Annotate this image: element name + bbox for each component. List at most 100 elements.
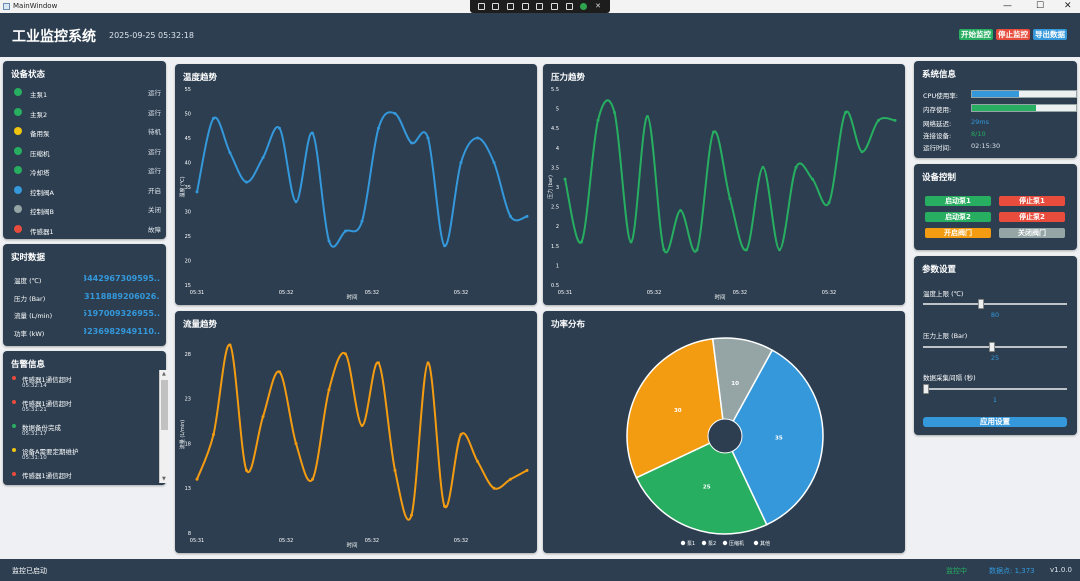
scroll-up-icon[interactable]: ▲	[162, 371, 166, 377]
y-tick-label: 25	[185, 234, 191, 240]
temp-limit-label: 温度上限 (℃)	[923, 290, 964, 298]
apply-settings-button[interactable]: 应用设置	[923, 417, 1067, 427]
device-state: 待机	[148, 128, 161, 136]
export-data-button[interactable]: 导出数据	[1033, 29, 1067, 40]
temp-limit-slider[interactable]	[923, 299, 1067, 309]
metric-label: 压力 (Bar)	[14, 294, 46, 303]
start-monitor-button[interactable]: 开始监控	[959, 29, 993, 40]
window-icon[interactable]	[507, 3, 515, 10]
device-row: 压缩机 运行	[3, 145, 169, 158]
chart-title: 压力趋势	[551, 73, 586, 83]
device-control-button[interactable]: 停止泵2	[999, 212, 1065, 222]
y-tick-label: 3	[556, 185, 559, 191]
x-tick-label: 05:31	[558, 290, 572, 296]
data-point	[228, 343, 232, 347]
alert-time: 05:31:21	[22, 407, 47, 413]
y-tick-label: 5	[556, 107, 559, 113]
device-control-button[interactable]: 启动泵2	[925, 212, 991, 222]
device-row: 冷却塔 运行	[3, 164, 169, 177]
slider-handle[interactable]	[989, 342, 996, 352]
data-point	[443, 504, 446, 508]
device-state: 运行	[148, 89, 161, 97]
y-tick-label: 2.5	[551, 205, 559, 211]
tree-icon[interactable]	[551, 3, 559, 10]
version-label: v1.0.0	[1050, 566, 1072, 574]
device-name: 传感器1	[30, 227, 54, 236]
close-button[interactable]: ✕	[1064, 1, 1072, 11]
legend-label: 压缩机	[729, 540, 744, 547]
alert-list[interactable]	[7, 370, 159, 483]
y-tick-label: 40	[185, 161, 191, 167]
scrollbar-thumb[interactable]	[161, 380, 168, 430]
data-point	[662, 248, 666, 252]
device-state: 运行	[148, 108, 161, 117]
interval-label: 数据采集间隔 (秒)	[923, 374, 976, 382]
x-tick-label: 05:32	[647, 290, 661, 296]
pressure-limit-value: 25	[990, 354, 1000, 362]
data-point	[228, 151, 232, 155]
memory-label: 内存使用:	[923, 106, 952, 114]
status-bar: 监控已启动 监控中 数据点: 1,373 v1.0.0	[0, 559, 1080, 581]
alert-time: 05:32:14	[22, 383, 47, 389]
alert-time: 05:31:10	[22, 455, 47, 461]
realtime-data-panel: 实时数据 温度 (℃) ..3442967309595 压力 (Bar) .31188…	[3, 244, 166, 346]
data-point	[278, 126, 281, 130]
y-tick-label: 0.5	[551, 283, 559, 289]
select-icon[interactable]	[477, 3, 485, 10]
x-axis-label: 时间	[714, 293, 725, 301]
x-tick-label: 05:32	[454, 290, 468, 296]
y-tick-label: 28	[185, 352, 191, 358]
slider-handle[interactable]	[923, 384, 929, 394]
data-point	[728, 197, 732, 201]
data-point	[360, 219, 364, 223]
cpu-progress-bar	[971, 90, 1077, 98]
region-icon[interactable]	[521, 3, 529, 10]
x-tick-label: 05:32	[365, 538, 379, 544]
pressure-limit-slider[interactable]	[923, 342, 1067, 352]
device-control-button[interactable]: 启动泵1	[925, 196, 991, 206]
data-point	[712, 130, 715, 134]
x-tick-label: 05:32	[822, 290, 836, 296]
y-tick-label: 1	[556, 263, 559, 269]
maximize-button[interactable]: ☐	[1036, 1, 1045, 11]
status-dot-icon	[14, 107, 22, 116]
memory-progress-fill	[972, 105, 1037, 111]
panel-title: 设备状态	[11, 70, 46, 80]
device-control-button[interactable]: 开启阀门	[925, 228, 991, 238]
interval-slider[interactable]	[923, 384, 1067, 394]
minimize-button[interactable]: —	[1003, 1, 1012, 11]
device-row: 主泵2 运行	[3, 106, 169, 119]
data-point	[476, 136, 479, 140]
device-name: 主泵1	[30, 91, 48, 99]
legend-label: 泵1	[687, 541, 695, 547]
metric-value: .3118889206026	[84, 291, 160, 301]
legend-marker	[722, 540, 728, 546]
device-control-button[interactable]: 关闭阀门	[999, 228, 1065, 238]
device-state: 故障	[148, 225, 161, 234]
check-icon[interactable]	[580, 3, 588, 10]
close-toolbar-icon[interactable]: ✕	[595, 2, 601, 10]
x-tick-label: 05:32	[279, 290, 293, 296]
y-tick-label: 45	[185, 136, 191, 142]
stop-monitor-button[interactable]: 停止监控	[996, 29, 1030, 40]
data-point	[476, 459, 479, 463]
fullscreen-icon[interactable]	[536, 3, 544, 10]
x-axis-label: 时间	[346, 541, 357, 549]
data-point	[492, 161, 496, 164]
series-line	[564, 99, 896, 254]
metric-value: ..3236982949110	[84, 326, 160, 336]
data-point	[509, 214, 512, 218]
record-icon[interactable]	[492, 3, 500, 10]
slider-handle[interactable]	[978, 299, 985, 309]
current-datetime: 2025-09-25 05:32:18	[109, 31, 194, 40]
y-tick-label: 35	[185, 185, 191, 191]
device-row: 传感器1 故障	[3, 223, 169, 236]
alert-scrollbar[interactable]: ▲ ▼	[159, 370, 169, 483]
alert-message: 传感器1通信超时	[22, 376, 72, 384]
data-point	[327, 239, 331, 243]
scroll-down-icon[interactable]: ▼	[162, 476, 166, 482]
device-control-button[interactable]: 停止泵1	[999, 196, 1065, 206]
data-point	[525, 214, 529, 218]
status-dot-icon	[14, 224, 22, 233]
settings-icon[interactable]	[565, 3, 573, 10]
